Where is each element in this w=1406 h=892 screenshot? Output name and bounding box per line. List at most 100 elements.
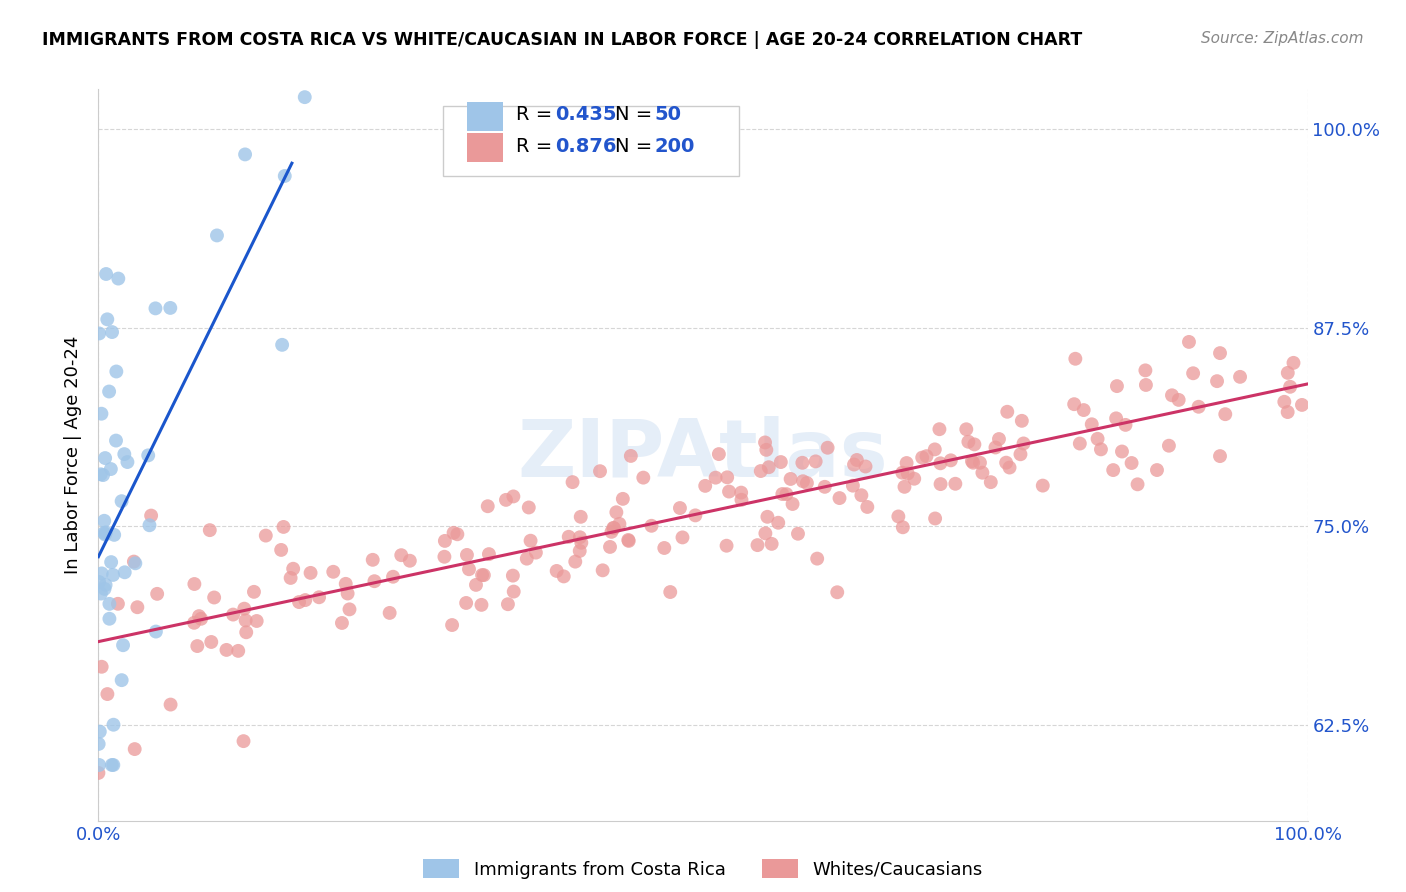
Point (828, 491, 851, 505)
Point (1178, 334, 1201, 349)
Point (1012, 436, 1035, 450)
Point (107, 597, 129, 611)
Point (232, 734, 254, 748)
Point (103, 758, 125, 772)
Point (568, 544, 591, 558)
Point (796, 475, 818, 490)
Point (90, 566, 112, 581)
Point (704, 470, 727, 484)
Point (609, 516, 631, 531)
Point (1121, 456, 1143, 470)
Point (283, 562, 305, 576)
Point (90, 586, 112, 600)
Point (96, 312, 118, 326)
Point (336, 586, 359, 600)
Point (117, 455, 139, 469)
Text: N =: N = (614, 136, 658, 156)
Point (963, 437, 986, 451)
Point (1069, 436, 1091, 450)
Point (471, 568, 494, 582)
Point (652, 541, 675, 555)
Point (202, 591, 225, 605)
Point (640, 518, 662, 533)
Point (441, 618, 464, 632)
Point (564, 555, 586, 569)
Point (254, 528, 277, 542)
Point (557, 530, 579, 544)
Point (200, 635, 222, 649)
Point (98, 597, 121, 611)
Point (89, 758, 111, 772)
Point (274, 169, 297, 183)
Point (246, 614, 269, 628)
Point (122, 555, 145, 569)
Point (103, 528, 125, 542)
Point (995, 456, 1018, 470)
Point (101, 325, 124, 339)
Point (335, 577, 357, 591)
Point (1213, 407, 1236, 421)
Point (87, 737, 110, 751)
Point (139, 508, 162, 523)
Point (188, 609, 211, 624)
Point (205, 228, 228, 243)
Point (516, 551, 538, 566)
Point (620, 449, 643, 463)
Point (749, 464, 772, 478)
Point (322, 565, 344, 579)
Point (817, 441, 839, 455)
Point (845, 453, 868, 467)
Point (855, 459, 877, 474)
Point (159, 301, 181, 315)
Point (1187, 400, 1209, 414)
Point (94, 525, 117, 540)
Point (887, 509, 910, 524)
Point (159, 698, 181, 712)
Point (980, 475, 1002, 490)
Point (87, 766, 110, 780)
Point (111, 673, 134, 688)
Point (730, 492, 752, 507)
Point (1087, 432, 1109, 446)
Point (1277, 405, 1299, 419)
Point (456, 596, 478, 610)
Point (433, 549, 456, 564)
Point (112, 447, 135, 461)
Point (339, 602, 361, 616)
Point (756, 509, 779, 524)
Point (524, 546, 547, 560)
Point (903, 472, 925, 486)
Point (617, 533, 640, 548)
Point (114, 566, 136, 580)
Point (1064, 351, 1087, 366)
Point (929, 477, 952, 491)
Point (592, 563, 614, 577)
Point (100, 462, 122, 476)
Point (1102, 463, 1125, 477)
Point (924, 511, 946, 525)
Point (856, 500, 879, 514)
Point (754, 435, 776, 450)
Point (600, 524, 623, 539)
Point (1135, 363, 1157, 377)
Point (433, 533, 456, 548)
Point (1090, 442, 1112, 457)
Point (1063, 397, 1085, 411)
Point (612, 491, 634, 506)
Point (145, 624, 167, 639)
Point (94, 267, 117, 281)
Point (842, 478, 865, 492)
Point (98, 612, 121, 626)
Text: R =: R = (516, 105, 558, 124)
Point (502, 584, 524, 599)
Point (456, 548, 478, 562)
Point (91, 468, 114, 483)
Point (851, 488, 873, 502)
Point (603, 521, 626, 535)
Point (617, 533, 640, 547)
Point (804, 454, 827, 468)
Point (183, 615, 205, 630)
Point (972, 466, 994, 480)
Point (280, 571, 302, 585)
Text: Source: ZipAtlas.com: Source: ZipAtlas.com (1201, 31, 1364, 46)
